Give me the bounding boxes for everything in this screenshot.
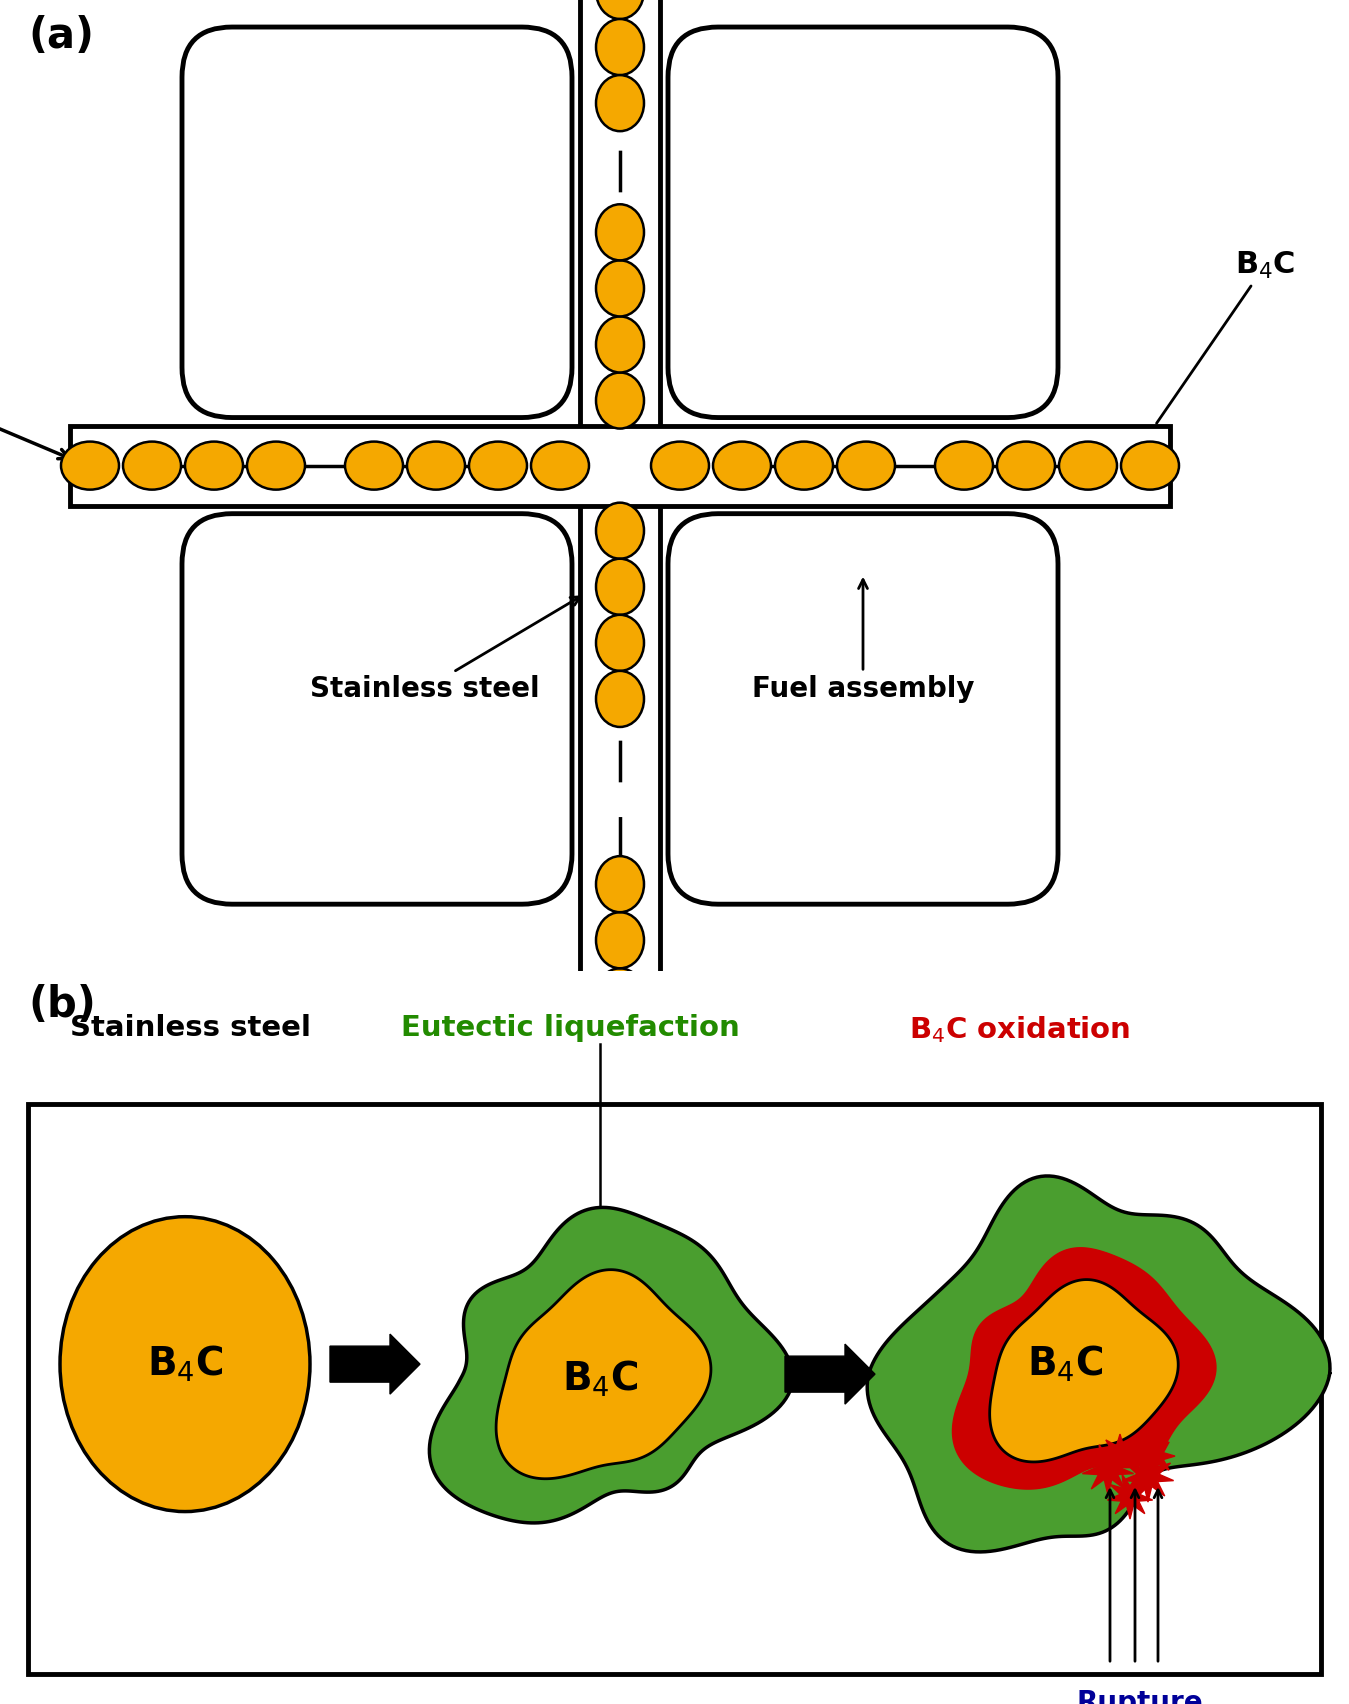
Ellipse shape xyxy=(596,615,643,671)
Text: B$_4$C: B$_4$C xyxy=(1027,1344,1103,1384)
Text: Stainless steel: Stainless steel xyxy=(310,596,580,704)
Ellipse shape xyxy=(596,204,643,261)
Polygon shape xyxy=(496,1269,711,1479)
Bar xyxy=(28,1104,1321,1673)
Text: Control
blade: Control blade xyxy=(0,370,69,458)
Polygon shape xyxy=(1135,1436,1175,1476)
Ellipse shape xyxy=(61,441,119,489)
Ellipse shape xyxy=(774,441,832,489)
Ellipse shape xyxy=(345,441,403,489)
FancyBboxPatch shape xyxy=(182,513,572,905)
Polygon shape xyxy=(429,1208,793,1523)
Ellipse shape xyxy=(596,671,643,728)
Text: B$_4$C: B$_4$C xyxy=(147,1344,223,1384)
Text: Stainless steel: Stainless steel xyxy=(70,1014,310,1043)
Bar xyxy=(70,426,1170,506)
Ellipse shape xyxy=(59,1217,310,1511)
Ellipse shape xyxy=(935,441,993,489)
Polygon shape xyxy=(1099,1435,1140,1474)
Text: (b): (b) xyxy=(28,985,96,1026)
Ellipse shape xyxy=(652,441,710,489)
Ellipse shape xyxy=(596,19,643,75)
Ellipse shape xyxy=(596,317,643,373)
Polygon shape xyxy=(785,1344,876,1404)
Ellipse shape xyxy=(469,441,527,489)
Ellipse shape xyxy=(596,261,643,317)
Ellipse shape xyxy=(596,373,643,429)
Polygon shape xyxy=(1122,1452,1174,1503)
Text: Rupture: Rupture xyxy=(1077,1689,1203,1704)
Ellipse shape xyxy=(596,0,643,19)
Polygon shape xyxy=(1082,1445,1133,1494)
Ellipse shape xyxy=(596,75,643,131)
Polygon shape xyxy=(331,1334,420,1394)
Ellipse shape xyxy=(123,441,181,489)
FancyBboxPatch shape xyxy=(668,513,1058,905)
Polygon shape xyxy=(990,1280,1178,1462)
Ellipse shape xyxy=(596,855,643,912)
Ellipse shape xyxy=(596,968,643,1024)
Polygon shape xyxy=(952,1247,1215,1489)
Text: B$_4$C: B$_4$C xyxy=(561,1360,638,1399)
Ellipse shape xyxy=(596,559,643,615)
Text: Fuel assembly: Fuel assembly xyxy=(751,579,974,704)
Ellipse shape xyxy=(836,441,894,489)
Ellipse shape xyxy=(1059,441,1117,489)
Ellipse shape xyxy=(532,441,590,489)
Ellipse shape xyxy=(714,441,772,489)
FancyBboxPatch shape xyxy=(182,27,572,417)
Text: B$_4$C oxidation: B$_4$C oxidation xyxy=(909,1014,1130,1045)
Ellipse shape xyxy=(997,441,1055,489)
Ellipse shape xyxy=(1121,441,1179,489)
Ellipse shape xyxy=(247,441,305,489)
Text: B$_4$C: B$_4$C xyxy=(1156,250,1295,423)
Polygon shape xyxy=(867,1176,1330,1552)
Ellipse shape xyxy=(407,441,465,489)
Polygon shape xyxy=(1108,1474,1152,1518)
Text: (a): (a) xyxy=(28,15,94,56)
Bar xyxy=(580,0,660,1016)
FancyBboxPatch shape xyxy=(668,27,1058,417)
Ellipse shape xyxy=(185,441,243,489)
Ellipse shape xyxy=(596,912,643,968)
Text: Eutectic liquefaction: Eutectic liquefaction xyxy=(401,1014,739,1043)
Ellipse shape xyxy=(596,503,643,559)
